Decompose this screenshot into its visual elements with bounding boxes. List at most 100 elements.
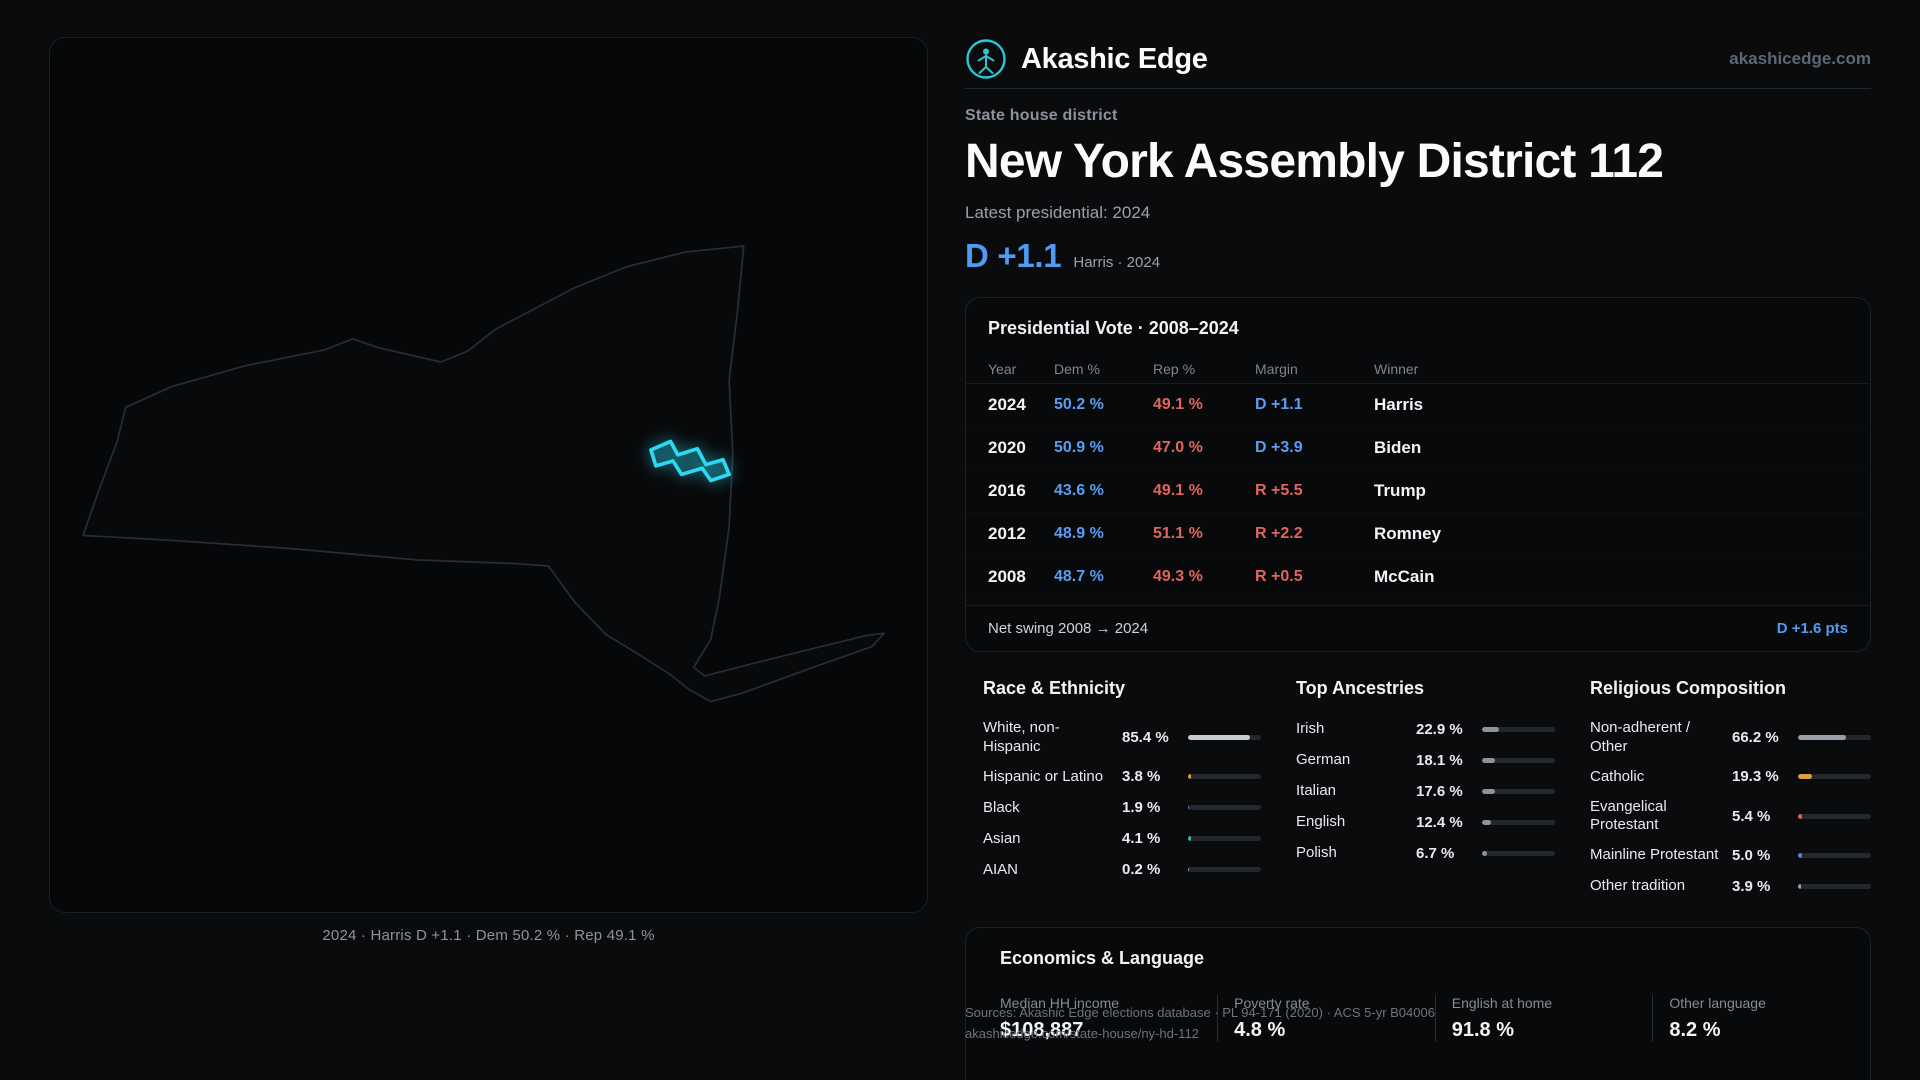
stat-value: 85.4 % bbox=[1122, 729, 1169, 747]
cell-dem: 48.9 % bbox=[1054, 525, 1104, 543]
stat-value: 12.4 % bbox=[1416, 813, 1463, 831]
religion-card-title: Religious Composition bbox=[1590, 678, 1786, 699]
stat-bar bbox=[1798, 853, 1871, 859]
district-type-kicker: State house district bbox=[965, 107, 1118, 124]
stat-label: White, non-Hispanic bbox=[983, 719, 1060, 755]
stat-row: Evangelical Protestant 5.4 % bbox=[1590, 798, 1871, 835]
ancestries-card-title: Top Ancestries bbox=[1296, 678, 1425, 699]
cell-dem: 48.7 % bbox=[1054, 568, 1104, 586]
table-row: 2016 43.6 % 49.1 % R +5.5 Trump bbox=[966, 470, 1870, 513]
presidential-card-title: Presidential Vote · 2008–2024 bbox=[988, 318, 1239, 339]
stat-bar bbox=[1188, 867, 1261, 873]
stat-row: Irish 22.9 % bbox=[1296, 719, 1555, 739]
stat-label: Poverty rate bbox=[1234, 994, 1310, 1011]
race-card-title: Race & Ethnicity bbox=[983, 678, 1126, 699]
stat-bar bbox=[1188, 836, 1261, 842]
cell-winner: Trump bbox=[1374, 481, 1426, 501]
stat-label: Evangelical Protestant bbox=[1590, 797, 1667, 834]
stat-row: German 18.1 % bbox=[1296, 750, 1555, 770]
col-winner: Winner bbox=[1374, 361, 1419, 378]
cell-margin: D +1.1 bbox=[1255, 396, 1303, 414]
cell-margin: R +2.2 bbox=[1255, 525, 1303, 543]
latest-presidential-label: Latest presidential: 2024 bbox=[965, 203, 1151, 223]
stat-row: White, non-Hispanic 85.4 % bbox=[983, 719, 1261, 756]
cell-margin: R +0.5 bbox=[1255, 568, 1303, 586]
cell-dem: 50.2 % bbox=[1054, 396, 1104, 414]
col-year: Year bbox=[988, 361, 1017, 378]
stat-label: Black bbox=[983, 798, 1020, 816]
economics-language-card: Economics & Language Median HH income $1… bbox=[965, 926, 1871, 1080]
stat-label: Mainline Protestant bbox=[1590, 846, 1719, 864]
cell-winner: Harris bbox=[1374, 395, 1424, 415]
cell-year: 2024 bbox=[988, 395, 1026, 415]
col-rep: Rep % bbox=[1153, 361, 1196, 378]
stat-label: AIAN bbox=[983, 860, 1019, 878]
stat-poverty-rate: Poverty rate 4.8 % bbox=[1217, 994, 1435, 1042]
stat-label: Asian bbox=[983, 829, 1021, 847]
stat-label: Polish bbox=[1296, 844, 1337, 862]
stat-bar bbox=[1482, 850, 1555, 856]
net-swing-row: Net swing 2008 → 2024 D +1.6 pts bbox=[966, 605, 1870, 637]
cell-rep: 49.1 % bbox=[1153, 482, 1203, 500]
brand-name: Akashic Edge bbox=[1021, 42, 1208, 75]
stat-value: 17.6 % bbox=[1416, 782, 1463, 800]
stat-row: Mainline Protestant 5.0 % bbox=[1590, 846, 1871, 866]
stat-bar bbox=[1482, 819, 1555, 825]
state-map[interactable] bbox=[50, 38, 927, 912]
cell-year: 2016 bbox=[988, 481, 1026, 501]
stat-bar bbox=[1798, 774, 1871, 780]
cell-rep: 49.1 % bbox=[1153, 396, 1203, 414]
cell-winner: Biden bbox=[1374, 438, 1422, 458]
site-header: Akashic Edge akashicedge.com bbox=[965, 38, 1871, 80]
stat-label: Non-adherent / Other bbox=[1590, 719, 1691, 755]
stat-bar bbox=[1798, 884, 1871, 890]
cell-winner: McCain bbox=[1374, 567, 1435, 587]
stat-label: English bbox=[1296, 813, 1346, 831]
stat-label: Other language bbox=[1669, 994, 1766, 1011]
economics-card-title: Economics & Language bbox=[1000, 947, 1205, 968]
net-swing-label: Net swing 2008 → 2024 bbox=[988, 620, 1149, 638]
district-highlight[interactable] bbox=[649, 439, 731, 483]
cell-rep: 49.3 % bbox=[1153, 568, 1203, 586]
cell-year: 2020 bbox=[988, 438, 1026, 458]
stat-value: 4.8 % bbox=[1234, 1018, 1286, 1041]
stat-median-income: Median HH income $108,887 bbox=[1000, 995, 1217, 1042]
table-header-row: Year Dem % Rep % Margin Winner bbox=[966, 355, 1870, 385]
cell-year: 2008 bbox=[988, 567, 1026, 587]
sources-line: Sources: Akashic Edge elections database… bbox=[965, 1005, 1435, 1020]
district-map-panel bbox=[49, 37, 928, 913]
net-swing-value: D +1.6 pts bbox=[1776, 620, 1848, 638]
cell-dem: 43.6 % bbox=[1054, 482, 1104, 500]
site-domain-link[interactable]: akashicedge.com bbox=[1729, 49, 1871, 68]
report-column: Akashic Edge akashicedge.com State house… bbox=[965, 0, 1871, 1080]
stat-label: English at home bbox=[1451, 994, 1553, 1011]
stat-row: Other tradition 3.9 % bbox=[1590, 877, 1871, 897]
stat-bar bbox=[1798, 735, 1871, 741]
cell-margin: R +5.5 bbox=[1255, 482, 1303, 500]
cell-rep: 51.1 % bbox=[1153, 525, 1203, 543]
stat-label: Hispanic or Latino bbox=[983, 767, 1104, 785]
stat-label: Other tradition bbox=[1590, 877, 1686, 895]
stat-row: Black 1.9 % bbox=[983, 798, 1261, 818]
permalink-url[interactable]: akashicedge.com/state-house/ny-hd-112 bbox=[965, 1026, 1199, 1041]
cell-rep: 47.0 % bbox=[1153, 439, 1203, 457]
new-york-state-outline bbox=[82, 245, 886, 703]
stat-bar bbox=[1188, 805, 1261, 811]
cell-margin: D +3.9 bbox=[1255, 439, 1303, 457]
stat-row: Polish 6.7 % bbox=[1296, 843, 1555, 863]
stat-english-at-home: English at home 91.8 % bbox=[1434, 994, 1653, 1042]
race-ethnicity-card: Race & Ethnicity White, non-Hispanic 85.… bbox=[965, 670, 1261, 891]
header-divider bbox=[965, 88, 1871, 89]
presidential-vote-card: Presidential Vote · 2008–2024 Year Dem %… bbox=[965, 297, 1871, 653]
stat-value: 91.8 % bbox=[1451, 1018, 1514, 1041]
lead-margin-caption: Harris · 2024 bbox=[1073, 254, 1161, 272]
stat-value: 22.9 % bbox=[1416, 720, 1463, 738]
table-row: 2008 48.7 % 49.3 % R +0.5 McCain bbox=[966, 556, 1870, 599]
stat-value: 6.7 % bbox=[1416, 844, 1455, 862]
stat-value: 66.2 % bbox=[1732, 729, 1779, 747]
stat-row: Italian 17.6 % bbox=[1296, 781, 1555, 801]
stat-bar bbox=[1482, 757, 1555, 763]
stat-value: 4.1 % bbox=[1122, 830, 1161, 848]
stat-row: AIAN 0.2 % bbox=[983, 860, 1261, 880]
